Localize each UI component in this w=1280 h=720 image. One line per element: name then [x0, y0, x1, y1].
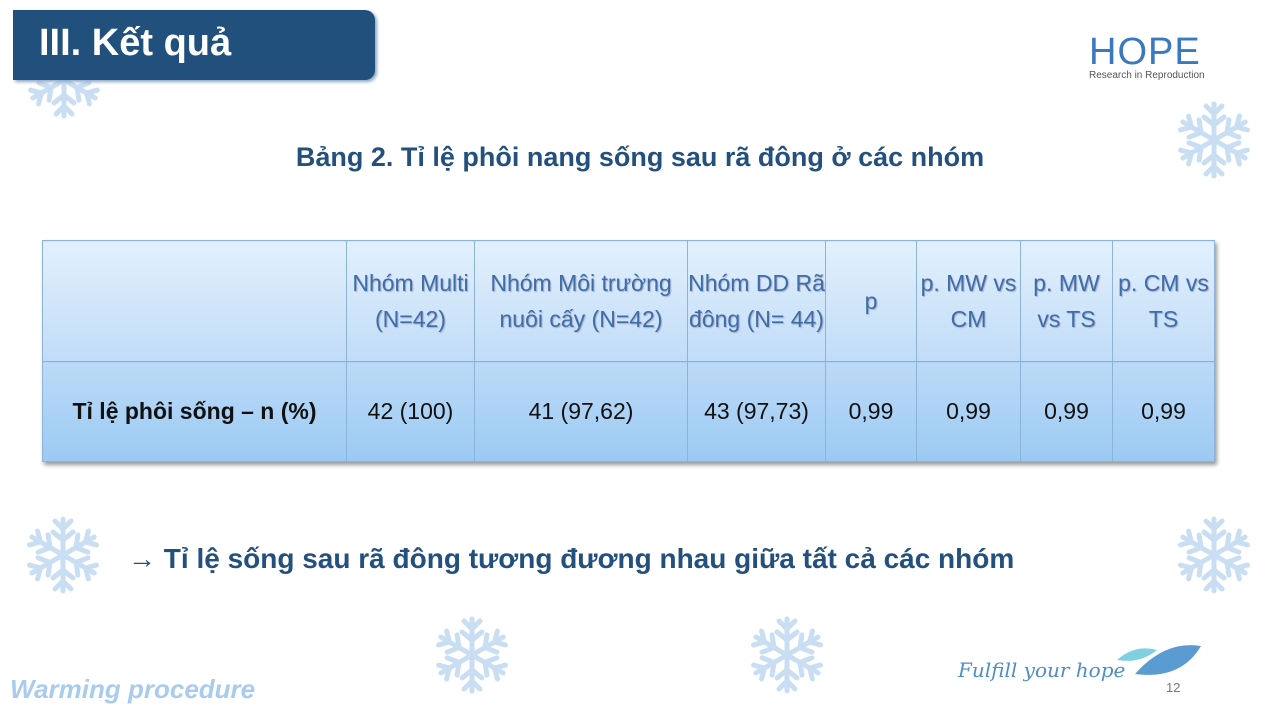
header-cell: p. MW vs TS: [1020, 240, 1113, 362]
table-cell: 0,99: [825, 361, 917, 462]
table-cell: 0,99: [916, 361, 1021, 462]
slide-title: III. Kết quả: [39, 22, 232, 64]
header-cell: Nhóm Multi (N=42): [346, 240, 475, 362]
header-cell: [42, 240, 347, 362]
header-cell: p. CM vs TS: [1112, 240, 1215, 362]
leaf-logo-icon: [1117, 645, 1201, 675]
table-cell: 41 (97,62): [474, 361, 688, 462]
hope-logo: HOPE Research in Reproduction: [1089, 31, 1205, 81]
header-cell: Nhóm Môi trường nuôi cấy (N=42): [474, 240, 688, 362]
slide-title-box: III. Kết quả: [13, 10, 375, 80]
row-label: Tỉ lệ phôi sống – n (%): [42, 361, 347, 462]
snowflake-icon: [1174, 515, 1254, 595]
logo-name: HOPE: [1089, 31, 1201, 73]
logo-tagline: Research in Reproduction: [1089, 70, 1205, 81]
results-table: Nhóm Multi (N=42) Nhóm Môi trường nuôi c…: [42, 240, 1215, 462]
header-cell: p: [825, 240, 917, 362]
table-row: Tỉ lệ phôi sống – n (%) 42 (100) 41 (97,…: [42, 361, 1215, 462]
page-number: 12: [1166, 680, 1181, 695]
header-cell: p. MW vs CM: [916, 240, 1021, 362]
table-cell: 0,99: [1020, 361, 1113, 462]
table-cell: 0,99: [1112, 361, 1215, 462]
table-cell: 42 (100): [346, 361, 475, 462]
header-cell: Nhóm DD Rã đông (N= 44): [687, 240, 826, 362]
snowflake-icon: [23, 515, 103, 595]
table-cell: 43 (97,73): [687, 361, 826, 462]
snowflake-icon: [747, 615, 827, 695]
table-heading: Bảng 2. Tỉ lệ phôi nang sống sau rã đông…: [295, 142, 985, 172]
footer-section-label: Warming procedure: [10, 674, 256, 704]
table-header-row: Nhóm Multi (N=42) Nhóm Môi trường nuôi c…: [42, 240, 1215, 362]
conclusion-text: → Tỉ lệ sống sau rã đông tương đương nha…: [128, 543, 1015, 574]
snowflake-icon: [432, 615, 512, 695]
footer-tagline: Fulfill your hope: [958, 658, 1126, 682]
